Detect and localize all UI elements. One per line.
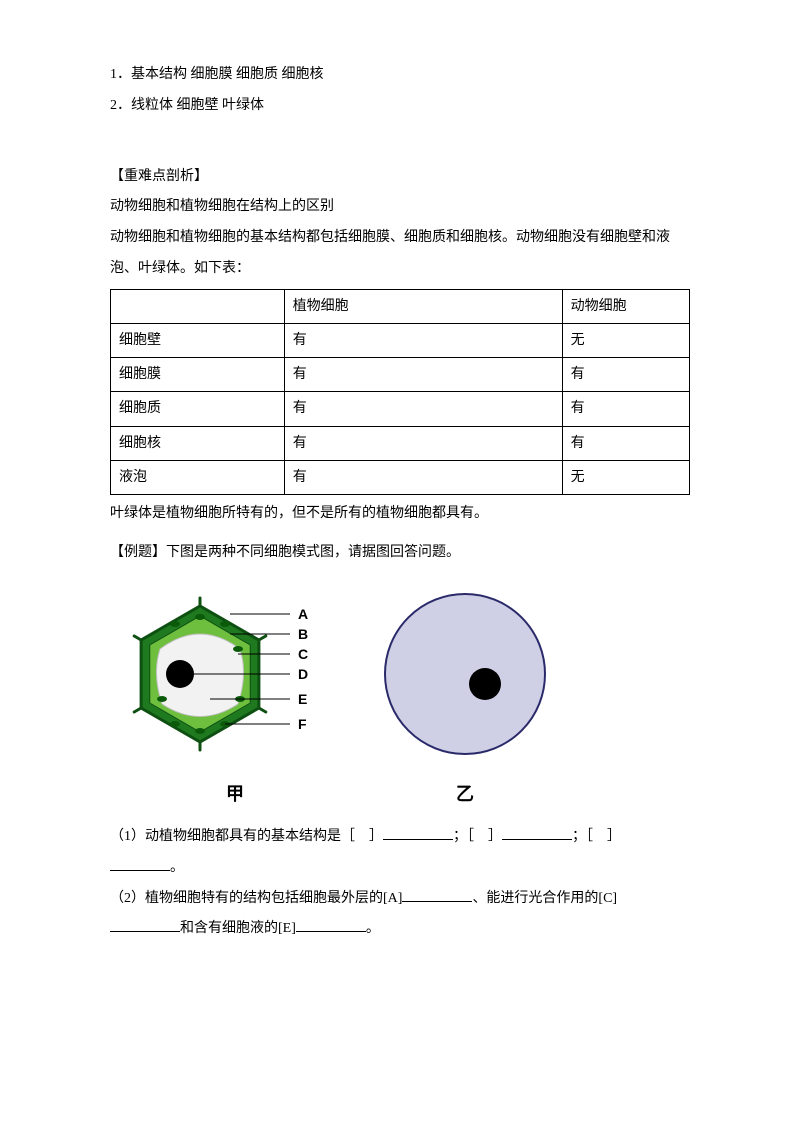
q1-part-c: ；［ ］ xyxy=(572,829,621,844)
plant-cell-block: ABCDEF 甲 xyxy=(130,579,340,815)
blank xyxy=(502,825,572,840)
question-2: （2）植物细胞特有的结构包括细胞最外层的[A] 、能进行光合作用的[C] xyxy=(110,884,690,915)
q1-part-b: ；［ ］ xyxy=(453,829,502,844)
q2-end: 。 xyxy=(366,921,380,936)
svg-text:F: F xyxy=(298,716,307,732)
table-cell xyxy=(111,289,285,323)
question-1-cont: 。 xyxy=(110,853,690,884)
example-title: 【例题】下图是两种不同细胞模式图，请据图回答问题。 xyxy=(110,538,690,569)
q2-part-c: 和含有细胞液的[E] xyxy=(180,921,296,936)
table-cell: 有 xyxy=(284,460,562,494)
table-cell: 有 xyxy=(562,426,689,460)
svg-text:C: C xyxy=(298,646,308,662)
table-row: 植物细胞 动物细胞 xyxy=(111,289,690,323)
table-cell: 细胞膜 xyxy=(111,358,285,392)
comparison-table: 植物细胞 动物细胞 细胞壁 有 无 细胞膜 有 有 细胞质 有 有 细胞核 有 … xyxy=(110,289,690,495)
q1-part-a: （1）动植物细胞都具有的基本结构是［ ］ xyxy=(110,829,383,844)
table-row: 细胞壁 有 无 xyxy=(111,323,690,357)
table-cell: 有 xyxy=(562,358,689,392)
table-cell: 细胞核 xyxy=(111,426,285,460)
blank xyxy=(296,917,366,932)
list-item-1: 1．基本结构 细胞膜 细胞质 细胞核 xyxy=(110,60,690,91)
table-cell: 细胞壁 xyxy=(111,323,285,357)
blank xyxy=(110,856,170,871)
svg-text:B: B xyxy=(298,626,308,642)
animal-cell-diagram xyxy=(380,579,550,769)
table-row: 细胞膜 有 有 xyxy=(111,358,690,392)
caption-left: 甲 xyxy=(226,775,244,815)
q2-part-b: 、能进行光合作用的[C] xyxy=(472,891,617,906)
blank xyxy=(110,917,180,932)
svg-text:D: D xyxy=(298,666,308,682)
analysis-subtitle: 动物细胞和植物细胞在结构上的区别 xyxy=(110,192,690,223)
svg-text:E: E xyxy=(298,691,307,707)
caption-right: 乙 xyxy=(456,775,474,815)
table-cell: 有 xyxy=(284,323,562,357)
blank xyxy=(383,825,453,840)
table-cell: 细胞质 xyxy=(111,392,285,426)
diagram-row: ABCDEF 甲 乙 xyxy=(130,579,690,815)
list-item-2: 2．线粒体 细胞壁 叶绿体 xyxy=(110,91,690,122)
table-cell: 液泡 xyxy=(111,460,285,494)
table-cell: 有 xyxy=(284,358,562,392)
table-cell: 动物细胞 xyxy=(562,289,689,323)
table-row: 细胞核 有 有 xyxy=(111,426,690,460)
svg-text:A: A xyxy=(298,606,308,622)
table-cell: 有 xyxy=(562,392,689,426)
animal-cell-block: 乙 xyxy=(380,579,550,815)
table-cell: 植物细胞 xyxy=(284,289,562,323)
table-cell: 无 xyxy=(562,460,689,494)
q1-end: 。 xyxy=(170,860,184,875)
table-row: 细胞质 有 有 xyxy=(111,392,690,426)
table-cell: 无 xyxy=(562,323,689,357)
question-2-cont: 和含有细胞液的[E] 。 xyxy=(110,914,690,945)
table-cell: 有 xyxy=(284,392,562,426)
question-1: （1）动植物细胞都具有的基本结构是［ ］ ；［ ］ ；［ ］ xyxy=(110,822,690,853)
table-row: 液泡 有 无 xyxy=(111,460,690,494)
plant-cell-diagram: ABCDEF xyxy=(130,579,340,769)
table-cell: 有 xyxy=(284,426,562,460)
q2-part-a: （2）植物细胞特有的结构包括细胞最外层的[A] xyxy=(110,891,402,906)
analysis-note: 叶绿体是植物细胞所特有的，但不是所有的植物细胞都具有。 xyxy=(110,499,690,530)
blank xyxy=(402,887,472,902)
analysis-body: 动物细胞和植物细胞的基本结构都包括细胞膜、细胞质和细胞核。动物细胞没有细胞壁和液… xyxy=(110,223,690,285)
section-heading: 【重难点剖析】 xyxy=(110,162,690,193)
